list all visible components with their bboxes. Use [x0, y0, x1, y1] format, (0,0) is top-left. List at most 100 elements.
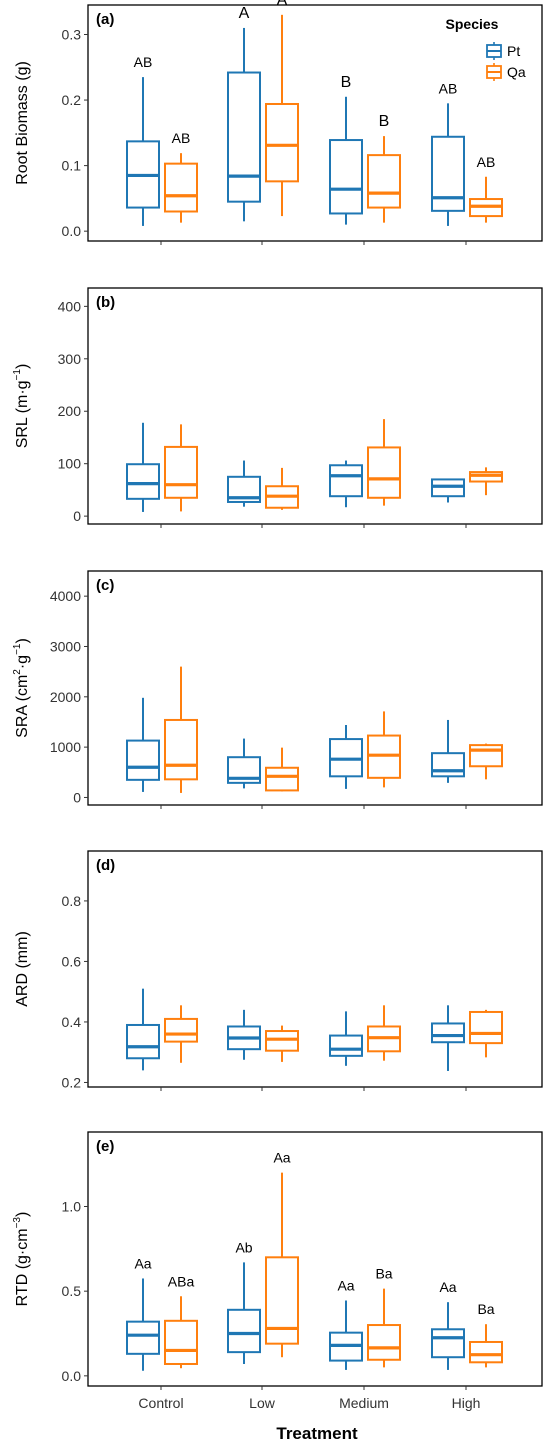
box-Qa-control — [164, 424, 198, 512]
y-tick-label: 100 — [58, 456, 82, 472]
box-iqr — [227, 1308, 261, 1354]
y-tick-label: 0 — [73, 789, 81, 805]
panel-border — [87, 4, 543, 242]
box-Pt-high — [431, 1005, 465, 1071]
y-axis-title-text: SRA (cm — [14, 675, 31, 738]
significance-letter: Aa — [439, 1279, 456, 1295]
box-Qa-control — [164, 1005, 198, 1063]
x-tick-label: Control — [138, 1395, 183, 1411]
box-Qa-high: AB — [469, 154, 503, 223]
significance-letter: Ba — [477, 1301, 494, 1317]
box-Qa-medium — [367, 711, 401, 788]
y-axis-title-superscript: −1 — [12, 369, 23, 381]
significance-letter: AB — [439, 80, 458, 96]
box-Qa-control: AB — [164, 130, 198, 223]
y-tick-label: 0 — [73, 508, 81, 524]
y-tick-label: 4000 — [50, 588, 81, 604]
significance-letter: A — [239, 5, 250, 22]
y-tick-label: 0.0 — [62, 1368, 82, 1384]
box-Qa-low — [265, 747, 299, 792]
box-iqr — [431, 1328, 465, 1359]
panel-border — [87, 850, 543, 1088]
box-iqr — [469, 744, 503, 768]
box-Qa-control — [164, 666, 198, 793]
box-Pt-low: A — [227, 5, 261, 222]
panel-border — [87, 570, 543, 806]
box-Pt-low — [227, 1009, 261, 1060]
box-iqr — [469, 1010, 503, 1045]
box-iqr — [329, 139, 363, 215]
significance-letter: B — [341, 74, 352, 91]
legend-title: Species — [446, 16, 499, 32]
y-tick-label: 200 — [58, 403, 82, 419]
box-Pt-control — [126, 422, 160, 512]
y-tick-label: 0.2 — [62, 1074, 82, 1090]
y-tick-label: 0.1 — [62, 158, 82, 174]
box-Pt-medium: B — [329, 74, 363, 225]
box-Qa-medium — [367, 419, 401, 506]
panel-label: (d) — [96, 857, 115, 874]
box-Pt-low — [227, 738, 261, 789]
significance-letter: Aa — [134, 1255, 151, 1271]
y-axis-title: SRL (m·g−1) — [12, 364, 31, 449]
x-tick-label: Medium — [339, 1395, 389, 1411]
box-iqr — [164, 445, 198, 499]
box-Pt-high: AB — [431, 80, 465, 226]
y-tick-label: 0.5 — [62, 1283, 82, 1299]
box-Pt-medium — [329, 460, 363, 508]
panel-border — [87, 287, 543, 525]
y-axis-title-text: Root Biomass (g) — [14, 61, 31, 185]
significance-letter: Ba — [375, 1266, 392, 1282]
box-Pt-medium — [329, 724, 363, 789]
box-Qa-high — [469, 1009, 503, 1058]
y-tick-label: 400 — [58, 298, 82, 314]
box-iqr — [227, 71, 261, 203]
y-axis-title: SRA (cm2·g−1) — [12, 638, 31, 738]
box-Pt-high: Aa — [431, 1279, 465, 1370]
panel-label: (a) — [96, 11, 114, 28]
y-axis-title-superscript: −3 — [12, 1217, 23, 1229]
panel-label: (e) — [96, 1138, 114, 1155]
y-axis-title-superscript: 2 — [12, 669, 23, 675]
box-Pt-control — [126, 988, 160, 1071]
box-iqr — [164, 162, 198, 213]
y-tick-label: 3000 — [50, 638, 81, 654]
y-axis-title: Root Biomass (g) — [14, 61, 31, 185]
y-tick-label: 0.3 — [62, 27, 82, 43]
box-Pt-control — [126, 697, 160, 792]
box-iqr — [164, 1017, 198, 1043]
box-iqr — [431, 752, 465, 778]
significance-letter: AB — [172, 130, 191, 146]
panel-b: 0 100 200 300 400 SRL (m·g−1) (b) — [12, 287, 543, 528]
y-tick-label: 1000 — [50, 739, 81, 755]
x-axis-title: Treatment — [276, 1424, 358, 1443]
box-Qa-medium — [367, 1005, 401, 1061]
box-iqr — [126, 463, 160, 500]
legend: Species Pt Qa — [446, 16, 526, 81]
box-iqr — [469, 1340, 503, 1364]
y-axis-title: ARD (mm) — [14, 931, 31, 1007]
significance-letter: AB — [134, 54, 153, 70]
box-iqr — [126, 1023, 160, 1060]
panel-border — [87, 1131, 543, 1387]
box-Pt-high — [431, 719, 465, 783]
box-iqr — [367, 446, 401, 499]
significance-letter: B — [379, 113, 390, 130]
significance-letter: Ab — [235, 1239, 252, 1255]
y-axis-title-text: RTD (g·cm — [14, 1228, 31, 1306]
y-axis-title-text: SRL (m·g — [14, 380, 31, 448]
box-Pt-high — [431, 478, 465, 503]
box-iqr — [431, 135, 465, 212]
box-Qa-medium: B — [367, 113, 401, 223]
y-tick-label: 0.0 — [62, 223, 82, 239]
y-tick-label: 0.4 — [62, 1014, 82, 1030]
x-tick-label: Low — [249, 1395, 276, 1411]
significance-letter: A — [277, 0, 288, 9]
y-tick-label: 0.8 — [62, 893, 82, 909]
box-iqr — [164, 718, 198, 781]
box-Pt-control: AB — [126, 54, 160, 226]
box-Pt-medium — [329, 1011, 363, 1066]
y-tick-label: 0.2 — [62, 92, 82, 108]
